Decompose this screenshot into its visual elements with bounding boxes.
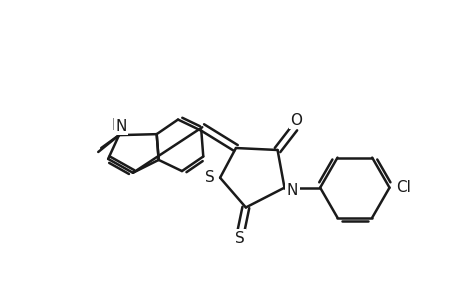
Text: N: N [115,119,126,134]
Text: Cl: Cl [395,180,410,195]
Text: S: S [205,170,215,185]
Text: S: S [235,231,244,246]
Text: O: O [290,113,302,128]
Text: N: N [286,183,297,198]
Text: N: N [111,118,123,133]
